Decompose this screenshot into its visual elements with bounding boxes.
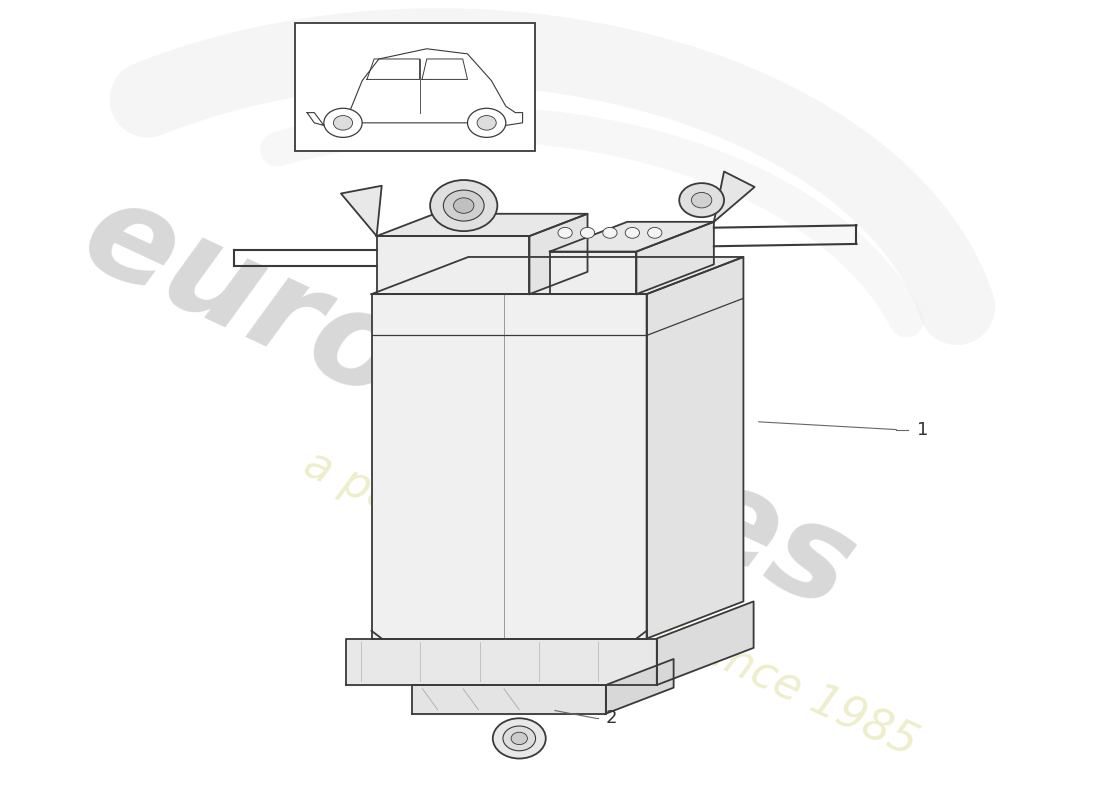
Polygon shape — [346, 638, 657, 685]
Polygon shape — [657, 602, 754, 685]
Circle shape — [493, 718, 546, 758]
Polygon shape — [372, 257, 744, 294]
Circle shape — [468, 108, 506, 138]
Polygon shape — [372, 294, 647, 638]
Circle shape — [333, 115, 353, 130]
Circle shape — [603, 227, 617, 238]
Text: a passion for parts since 1985: a passion for parts since 1985 — [297, 442, 925, 766]
Polygon shape — [606, 659, 673, 714]
Polygon shape — [647, 257, 744, 638]
Polygon shape — [341, 186, 382, 236]
Circle shape — [503, 726, 536, 750]
Polygon shape — [550, 251, 637, 294]
Polygon shape — [412, 685, 606, 714]
Polygon shape — [376, 214, 587, 236]
Text: eurospares: eurospares — [63, 169, 873, 637]
Circle shape — [581, 227, 595, 238]
Bar — [295, 23, 535, 151]
Polygon shape — [714, 171, 755, 222]
Polygon shape — [637, 222, 714, 294]
Circle shape — [679, 183, 724, 217]
Text: 2: 2 — [606, 710, 617, 727]
Polygon shape — [376, 236, 529, 294]
Text: 1: 1 — [916, 421, 928, 438]
Circle shape — [477, 115, 496, 130]
Circle shape — [430, 180, 497, 231]
Circle shape — [323, 108, 362, 138]
Circle shape — [512, 732, 527, 745]
Circle shape — [625, 227, 639, 238]
Polygon shape — [550, 222, 714, 251]
Circle shape — [443, 190, 484, 221]
Circle shape — [453, 198, 474, 214]
Polygon shape — [529, 214, 587, 294]
Circle shape — [558, 227, 572, 238]
Circle shape — [692, 193, 712, 208]
Circle shape — [648, 227, 662, 238]
